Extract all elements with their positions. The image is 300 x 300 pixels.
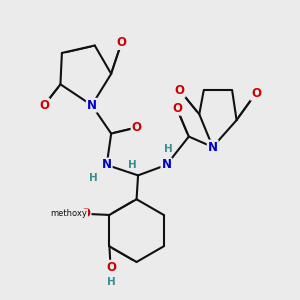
Text: H: H (128, 160, 136, 170)
Text: methoxy: methoxy (51, 209, 88, 218)
Text: O: O (132, 121, 142, 134)
Text: N: N (161, 158, 171, 171)
Text: H: H (164, 144, 172, 154)
Text: O: O (80, 207, 91, 220)
Text: N: N (208, 140, 218, 154)
Text: O: O (39, 99, 49, 112)
Text: H: H (89, 173, 98, 183)
Text: O: O (172, 102, 182, 115)
Text: O: O (175, 84, 185, 97)
Text: N: N (87, 99, 97, 112)
Text: O: O (117, 36, 127, 49)
Text: O: O (106, 261, 116, 274)
Text: H: H (106, 277, 115, 287)
Text: N: N (102, 158, 112, 171)
Text: O: O (251, 87, 261, 100)
